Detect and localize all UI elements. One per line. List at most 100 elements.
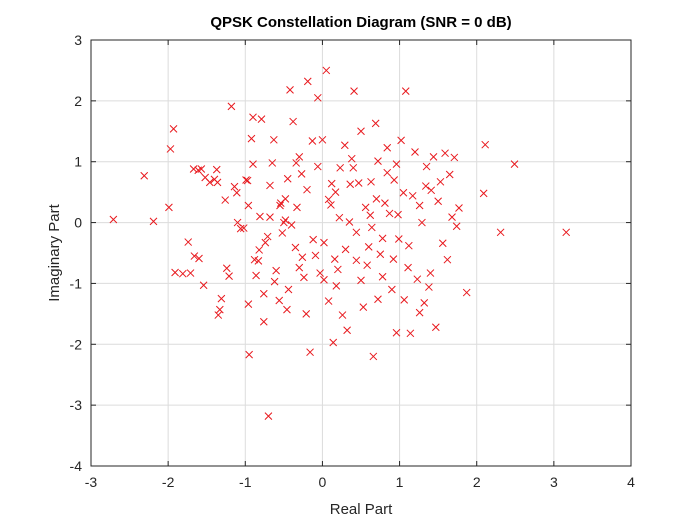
data-point	[281, 194, 290, 203]
data-point	[316, 269, 324, 277]
data-point	[562, 228, 571, 237]
data-point	[318, 135, 327, 144]
data-point	[389, 255, 398, 263]
data-point	[336, 163, 345, 172]
data-point	[445, 170, 454, 179]
data-point	[381, 199, 389, 207]
data-point	[283, 305, 291, 314]
data-point	[109, 215, 118, 224]
data-point	[438, 239, 447, 248]
data-point	[278, 229, 287, 237]
data-point	[257, 115, 266, 123]
data-point	[298, 253, 307, 262]
data-point	[245, 350, 253, 359]
data-point	[340, 141, 349, 150]
data-point	[408, 191, 417, 200]
data-point	[327, 179, 336, 188]
data-point	[352, 256, 361, 265]
x-tick-label: 1	[396, 474, 404, 490]
y-tick-label: 1	[74, 154, 82, 170]
data-point	[303, 77, 312, 86]
data-point	[496, 228, 505, 237]
data-point	[394, 210, 402, 219]
data-point	[347, 154, 356, 163]
data-point	[394, 235, 403, 243]
data-point	[300, 273, 308, 282]
data-point	[189, 165, 198, 173]
data-point	[232, 188, 241, 197]
data-point	[283, 174, 292, 183]
data-point	[385, 209, 394, 218]
data-points	[109, 66, 571, 420]
data-point	[401, 87, 410, 95]
data-point	[254, 257, 263, 265]
data-point	[369, 352, 378, 361]
data-point	[287, 221, 296, 229]
x-tick-label: 0	[319, 474, 327, 490]
data-point	[378, 234, 387, 243]
data-point	[349, 163, 358, 172]
data-point	[411, 148, 419, 156]
data-point	[448, 213, 456, 221]
data-point	[338, 311, 347, 319]
data-point	[303, 185, 311, 194]
data-point	[295, 263, 304, 272]
data-point	[392, 160, 401, 169]
data-point	[413, 275, 422, 284]
data-point	[324, 297, 333, 305]
data-point	[341, 245, 350, 254]
data-point	[272, 266, 280, 275]
data-point	[264, 412, 273, 420]
data-point	[479, 189, 488, 198]
data-point	[252, 271, 260, 280]
data-point	[242, 176, 250, 184]
data-point	[205, 178, 214, 187]
data-point	[332, 282, 341, 290]
data-point	[352, 228, 361, 237]
data-point	[247, 134, 256, 143]
data-point	[313, 93, 322, 102]
data-point	[295, 152, 304, 161]
data-point	[261, 238, 270, 247]
data-point	[357, 127, 365, 136]
data-point	[249, 160, 257, 169]
data-point	[397, 136, 405, 145]
data-point	[293, 203, 301, 212]
data-point	[429, 152, 438, 161]
data-point	[178, 269, 187, 278]
data-point	[390, 176, 399, 184]
data-point	[227, 102, 236, 111]
data-point	[334, 265, 342, 274]
data-point	[425, 283, 433, 291]
data-point	[243, 176, 252, 185]
data-point	[263, 232, 272, 241]
data-point	[346, 180, 355, 189]
data-point	[256, 212, 264, 221]
data-point	[415, 201, 424, 210]
data-point	[426, 269, 435, 277]
data-point	[320, 238, 328, 247]
data-point	[361, 203, 370, 212]
data-point	[213, 178, 222, 187]
data-point	[302, 310, 311, 318]
data-point	[284, 285, 293, 294]
data-point	[311, 251, 320, 260]
data-point	[421, 182, 430, 190]
data-point	[320, 275, 328, 284]
data-point	[345, 218, 354, 226]
data-point	[378, 272, 387, 281]
data-point	[327, 201, 335, 209]
data-point	[462, 288, 471, 297]
data-point	[215, 305, 224, 314]
axis-ticks	[90, 39, 632, 467]
plot-area-background	[91, 40, 631, 466]
data-point	[383, 143, 392, 152]
y-tick-label: -4	[70, 458, 83, 474]
data-point	[289, 117, 297, 126]
data-point	[331, 188, 340, 196]
data-point	[244, 300, 253, 308]
data-point	[427, 186, 436, 195]
data-point	[266, 213, 274, 221]
x-tick-label: -3	[85, 474, 98, 490]
